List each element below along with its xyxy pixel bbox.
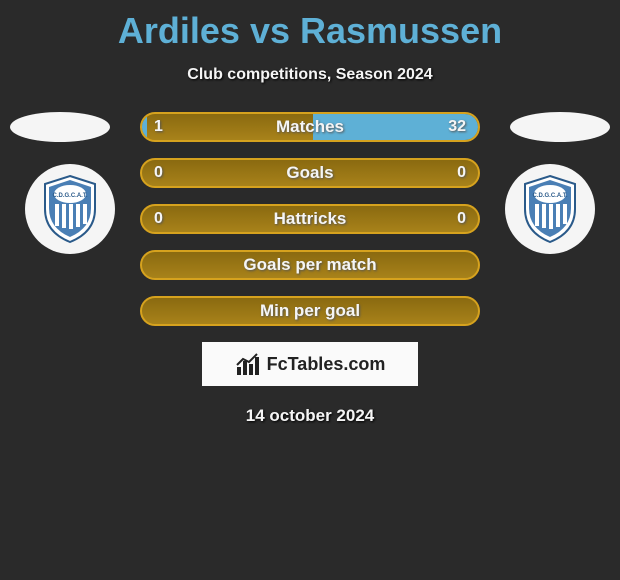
stat-value-right: 0 <box>457 206 466 232</box>
subtitle: Club competitions, Season 2024 <box>0 66 620 84</box>
date-text: 14 october 2024 <box>0 406 620 426</box>
club-badge-left: C.D.G.C.A.T. <box>25 164 115 254</box>
svg-text:C.D.G.C.A.T.: C.D.G.C.A.T. <box>532 193 567 199</box>
shield-icon: C.D.G.C.A.T. <box>520 174 580 244</box>
stat-label: Matches <box>142 114 478 140</box>
stat-value-right: 32 <box>448 114 466 140</box>
stat-row: Goals0 0 <box>140 158 480 188</box>
stat-value-left: 0 <box>154 206 163 232</box>
brand-text: FcTables.com <box>267 354 386 375</box>
stat-row: Hattricks0 0 <box>140 204 480 234</box>
stat-row: Min per goal <box>140 296 480 326</box>
stat-value-left: 0 <box>154 160 163 186</box>
stat-value-left: 1 <box>154 114 163 140</box>
svg-text:C.D.G.C.A.T.: C.D.G.C.A.T. <box>52 193 87 199</box>
shield-icon: C.D.G.C.A.T. <box>40 174 100 244</box>
stat-label: Hattricks <box>142 206 478 232</box>
comparison-stage: C.D.G.C.A.T. C.D.G.C.A.T. Matches1 32 Goal… <box>0 112 620 326</box>
player-avatar-right <box>510 112 610 142</box>
stat-row: Matches1 32 <box>140 112 480 142</box>
stat-label: Goals <box>142 160 478 186</box>
club-badge-right: C.D.G.C.A.T. <box>505 164 595 254</box>
page-title: Ardiles vs Rasmussen <box>0 0 620 52</box>
stat-bars: Matches132Goals00Hattricks00Goals per ma… <box>140 112 480 326</box>
stat-value-right: 0 <box>457 160 466 186</box>
player-avatar-left <box>10 112 110 142</box>
stat-label: Goals per match <box>142 252 478 278</box>
stat-label: Min per goal <box>142 298 478 324</box>
stat-row: Goals per match <box>140 250 480 280</box>
brand-box: FcTables.com <box>202 342 418 386</box>
chart-icon <box>235 351 261 377</box>
